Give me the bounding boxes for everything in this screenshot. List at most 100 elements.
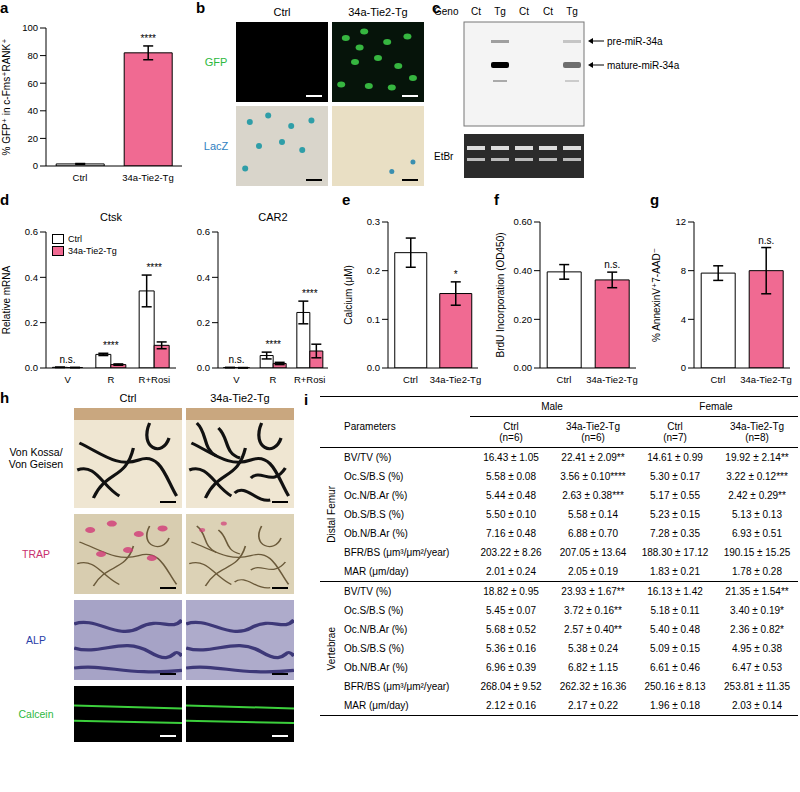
svg-text:60: 60 [27, 78, 38, 89]
svg-text:4: 4 [681, 314, 686, 325]
svg-text:34a-Tie2-Tg: 34a-Tie2-Tg [122, 172, 173, 183]
svg-text:*: * [454, 269, 458, 280]
html-text:22.41 ± 2.09**: 22.41 ± 2.09** [561, 452, 625, 463]
html-text:Von Kossa/ Von Geisen: Von Kossa/ Von Geisen [8, 446, 64, 470]
svg-text:****: **** [140, 33, 156, 44]
svg-text:Ct: Ct [471, 6, 481, 17]
html-text:34a-Tie2-Tg: 34a-Tie2-Tg [565, 421, 620, 432]
svg-text:Ctrl: Ctrl [73, 172, 88, 183]
svg-text:Ct: Ct [543, 6, 553, 17]
html-text:(n=6): (n=6) [499, 432, 523, 443]
svg-text:0.2: 0.2 [197, 317, 210, 328]
svg-text:Tg: Tg [566, 6, 578, 17]
html-text:34a-Tie2-Tg: 34a-Tie2-Tg [730, 421, 785, 432]
svg-text:mature-miR-34a: mature-miR-34a [607, 60, 680, 71]
html-text:(n=6): (n=6) [581, 432, 605, 443]
html-text:16.43 ± 1.05: 16.43 ± 1.05 [483, 452, 539, 463]
html-text:BrdU Incorporation (OD450): BrdU Incorporation (OD450) [494, 232, 506, 358]
svg-text:Ctrl: Ctrl [711, 374, 726, 385]
svg-text:0.6: 0.6 [197, 226, 210, 237]
html-text:34a-Tie2-Tg: 34a-Tie2-Tg [210, 392, 270, 404]
svg-text:12: 12 [675, 216, 686, 227]
html-text:5.30 ± 0.17: 5.30 ± 0.17 [650, 471, 700, 482]
html-text:CAR2: CAR2 [258, 211, 288, 223]
svg-text:34a-Tie2-Tg: 34a-Tie2-Tg [586, 374, 637, 385]
svg-text:80: 80 [27, 50, 38, 61]
svg-text:****: **** [146, 262, 162, 273]
svg-text:n.s.: n.s. [758, 235, 774, 246]
html-text:Ctrl: Ctrl [119, 392, 137, 404]
svg-text:****: **** [302, 288, 318, 299]
html-text:3.56 ± 0.10****: 3.56 ± 0.10**** [560, 471, 626, 482]
svg-text:R+Rosi: R+Rosi [139, 374, 170, 385]
svg-text:0: 0 [681, 362, 686, 373]
html-text:34a-Tie2-Tg: 34a-Tie2-Tg [348, 6, 408, 18]
svg-text:Ct: Ct [519, 6, 529, 17]
svg-text:0.6: 0.6 [25, 226, 38, 237]
svg-text:34a-Tie2-Tg: 34a-Tie2-Tg [430, 374, 481, 385]
html-text:Male: Male [541, 401, 563, 412]
html-text:TRAP: TRAP [22, 548, 50, 560]
svg-text:0.60: 0.60 [514, 216, 533, 227]
svg-text:100: 100 [22, 22, 38, 33]
svg-text:8: 8 [681, 265, 686, 276]
html-text:(n=8): (n=8) [745, 432, 769, 443]
html-text:% GFP⁺ in c-Fms⁺RANK⁺: % GFP⁺ in c-Fms⁺RANK⁺ [0, 38, 12, 156]
svg-text:****: **** [265, 339, 281, 350]
svg-text:0.2: 0.2 [367, 265, 380, 276]
html-text:14.61 ± 0.99: 14.61 ± 0.99 [647, 452, 703, 463]
html-text:Parameters: Parameters [344, 420, 396, 432]
svg-text:EtBr: EtBr [434, 151, 454, 162]
html-text:ALP: ALP [26, 634, 46, 646]
html-text:LacZ: LacZ [203, 140, 229, 152]
html-text:Oc.N/B.Ar (%): Oc.N/B.Ar (%) [344, 490, 408, 501]
svg-text:R+Rosi: R+Rosi [294, 374, 325, 385]
html-text:Oc.S/B.S (%): Oc.S/B.S (%) [344, 471, 404, 482]
html-text:(n=7): (n=7) [663, 432, 687, 443]
svg-text:V: V [64, 374, 71, 385]
html-text:Ctrl: Ctrl [273, 6, 291, 18]
svg-text:0.4: 0.4 [197, 272, 210, 283]
svg-text:R: R [270, 374, 277, 385]
html-text:Calcein: Calcein [18, 708, 54, 720]
svg-text:0.2: 0.2 [25, 317, 38, 328]
svg-text:Geno: Geno [434, 6, 459, 17]
svg-text:V: V [233, 374, 240, 385]
html-text:3.22 ± 0.12***: 3.22 ± 0.12*** [726, 471, 788, 482]
svg-text:Ctrl: Ctrl [557, 374, 572, 385]
svg-text:0.0: 0.0 [197, 362, 210, 373]
svg-text:pre-miR-34a: pre-miR-34a [607, 36, 663, 47]
svg-text:0.4: 0.4 [25, 272, 38, 283]
svg-text:0.1: 0.1 [367, 314, 380, 325]
html-text:GFP: GFP [204, 56, 228, 68]
svg-text:0.40: 0.40 [514, 265, 533, 276]
html-text:Ctsk: Ctsk [100, 211, 122, 223]
html-text:Female: Female [699, 401, 733, 412]
html-text:% AnnexinV⁺7-AAD⁻: % AnnexinV⁺7-AAD⁻ [650, 248, 662, 342]
html-text:Ctrl: Ctrl [667, 421, 683, 432]
svg-text:20: 20 [27, 133, 38, 144]
svg-text:n.s.: n.s. [59, 354, 75, 365]
html-text:Vertebrae: Vertebrae [325, 626, 337, 671]
html-text:Ctrl: Ctrl [503, 421, 519, 432]
html-text:BV/TV (%): BV/TV (%) [344, 452, 392, 463]
svg-text:0.20: 0.20 [514, 314, 533, 325]
svg-text:0.00: 0.00 [514, 362, 533, 373]
svg-text:34a-Tie2-Tg: 34a-Tie2-Tg [740, 374, 791, 385]
svg-text:0.3: 0.3 [367, 216, 380, 227]
html-text:5.58 ± 0.08: 5.58 ± 0.08 [486, 471, 536, 482]
svg-text:****: **** [103, 340, 119, 351]
svg-text:n.s.: n.s. [604, 259, 620, 270]
html-text:Calcium (μM): Calcium (μM) [342, 265, 354, 325]
svg-text:0: 0 [33, 160, 38, 171]
svg-text:Ctrl: Ctrl [403, 374, 418, 385]
html-text:19.92 ± 2.14**: 19.92 ± 2.14** [725, 452, 789, 463]
svg-text:40: 40 [27, 105, 38, 116]
svg-text:0.0: 0.0 [25, 362, 38, 373]
svg-text:Tg: Tg [494, 6, 506, 17]
svg-text:R: R [108, 374, 115, 385]
html-text:Distal Femur: Distal Femur [325, 486, 337, 543]
html-text:Relative mRNA: Relative mRNA [0, 265, 12, 335]
svg-text:n.s.: n.s. [228, 354, 244, 365]
svg-text:0.0: 0.0 [367, 362, 380, 373]
